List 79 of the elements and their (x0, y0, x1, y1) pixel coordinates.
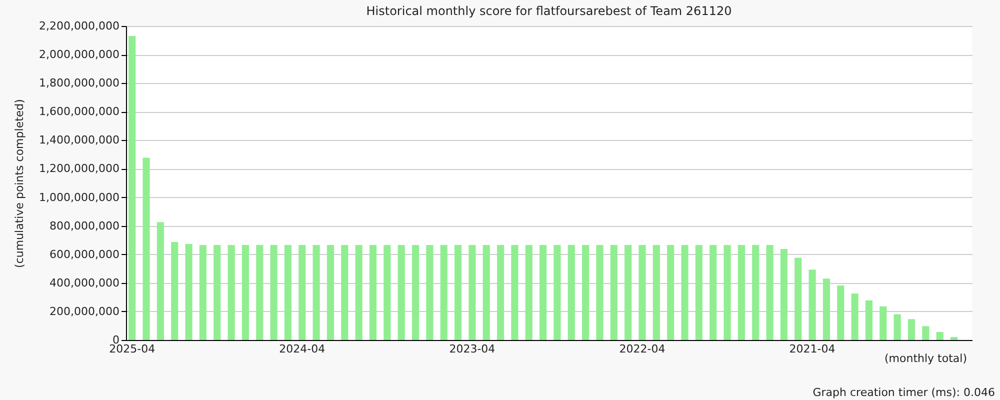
bar (851, 293, 858, 340)
y-tick-label: 1,400,000,000 (39, 134, 120, 147)
bar (256, 244, 264, 340)
x-tick-label: 2023-04 (449, 342, 496, 356)
bar (710, 244, 717, 340)
bar (936, 332, 944, 340)
bar (384, 244, 391, 340)
bar (695, 244, 702, 340)
bar (638, 244, 646, 340)
bar (185, 244, 192, 340)
y-tick-label: 1,000,000,000 (39, 190, 120, 204)
y-tick-label: 2,000,000,000 (39, 48, 120, 62)
bar (908, 319, 916, 340)
bar (412, 244, 420, 340)
bar (326, 244, 334, 340)
bar (228, 244, 235, 340)
bar (865, 300, 873, 340)
bar (426, 244, 434, 340)
y-tick-label: 600,000,000 (50, 248, 120, 261)
bar (511, 244, 518, 340)
chart-title: Historical monthly score for flatfoursarebest of Team 261120 (366, 4, 732, 18)
bar (624, 244, 632, 340)
bar (398, 244, 405, 340)
bar (156, 222, 164, 340)
y-tick-label: 1,800,000,000 (39, 76, 120, 90)
bar (780, 248, 788, 340)
bar (468, 244, 476, 340)
bar (540, 244, 547, 340)
text: Graph creation timer (ms): 0.046 (812, 386, 995, 399)
x-tick-label: 2025-04 (109, 342, 156, 356)
x-tick-label: 2022-04 (619, 342, 666, 356)
bar (199, 244, 206, 340)
bar (724, 244, 731, 340)
bar (171, 242, 178, 340)
bar (525, 244, 532, 340)
bar (752, 244, 760, 340)
bar (355, 244, 362, 340)
x-tick-label: 2021-04 (789, 342, 836, 356)
bar (808, 270, 816, 340)
bar (369, 244, 377, 340)
bar (554, 244, 561, 340)
bar (496, 244, 504, 340)
bar (667, 244, 674, 340)
bar (242, 244, 250, 340)
bar (582, 244, 590, 340)
bar (738, 244, 745, 340)
bar (142, 158, 150, 340)
y-tick-label: 200,000,000 (50, 304, 120, 318)
bar (341, 244, 348, 340)
bar (454, 244, 462, 340)
y-tick-label: 800,000,000 (50, 219, 120, 232)
bar (284, 244, 292, 340)
bar (440, 244, 448, 340)
bar (298, 244, 306, 340)
bar (482, 244, 490, 340)
bar (681, 244, 688, 340)
bar (922, 326, 930, 340)
bar (596, 244, 604, 340)
bar (128, 36, 136, 340)
y-axis-title: (cumulative points completed) (13, 99, 26, 268)
y-tick-label: 400,000,000 (50, 276, 120, 290)
bar (794, 258, 802, 340)
y-tick-label: 2,200,000,000 (39, 20, 120, 32)
bar (312, 244, 320, 340)
bar (766, 244, 774, 340)
y-tick-label: 1,600,000,000 (39, 105, 120, 118)
bar (270, 244, 278, 340)
y-tick-label: 1,200,000,000 (39, 162, 120, 176)
bar (568, 244, 575, 340)
bar (880, 306, 887, 340)
bar (822, 278, 830, 340)
bar (652, 244, 660, 340)
bar (837, 285, 844, 340)
bar (610, 244, 618, 340)
bar (950, 337, 958, 340)
bar (894, 314, 901, 340)
bar (214, 244, 221, 340)
text: (monthly total) (884, 352, 967, 365)
x-tick-label: 2024-04 (279, 342, 326, 356)
